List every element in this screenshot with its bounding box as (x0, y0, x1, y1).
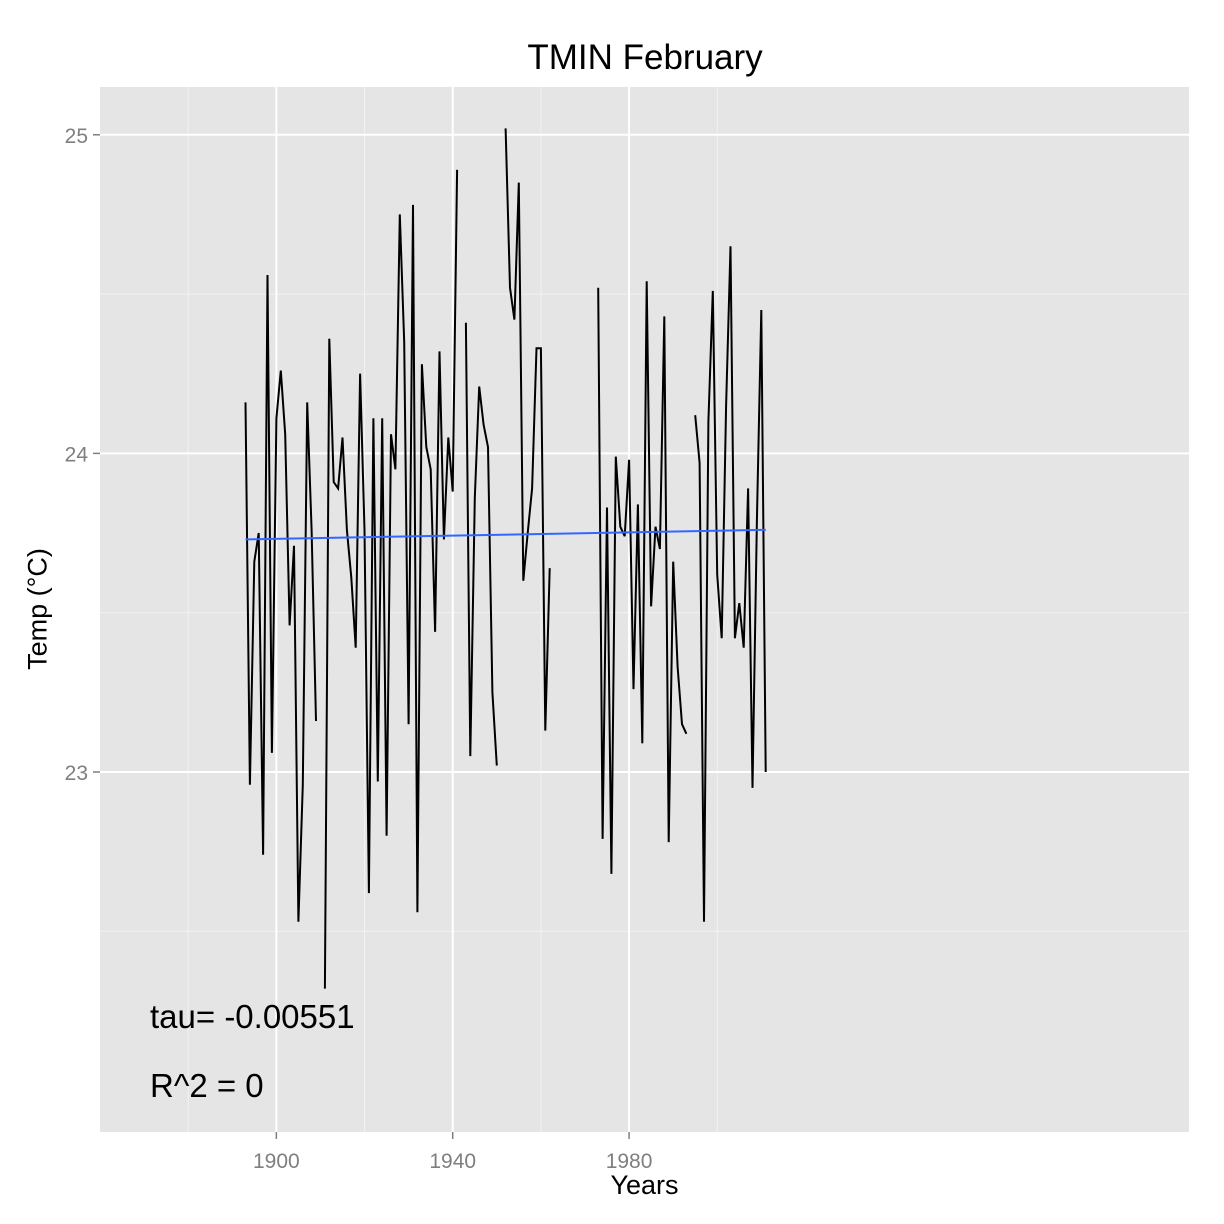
x-tick-label: 1940 (429, 1150, 476, 1173)
y-tick-label: 24 (65, 443, 89, 466)
y-axis-ticks: 23 24 25 (65, 125, 100, 785)
tau-annotation: tau= -0.00551 (150, 998, 355, 1035)
x-axis-title: Years (610, 1170, 679, 1200)
chart-title: TMIN February (527, 38, 763, 77)
tmin-series-line (244, 128, 767, 989)
y-axis-title: Temp (°C) (22, 548, 53, 670)
y-tick-label: 25 (65, 125, 88, 148)
y-tick-label: 23 (65, 762, 88, 785)
minor-grid (100, 87, 1189, 1132)
trend-line (245, 528, 766, 541)
x-tick-label: 1900 (253, 1150, 300, 1173)
x-tick-label: 1980 (606, 1150, 653, 1173)
x-axis-ticks: 1900 1940 1980 (253, 1132, 652, 1173)
r2-annotation: R^2 = 0 (150, 1067, 264, 1104)
